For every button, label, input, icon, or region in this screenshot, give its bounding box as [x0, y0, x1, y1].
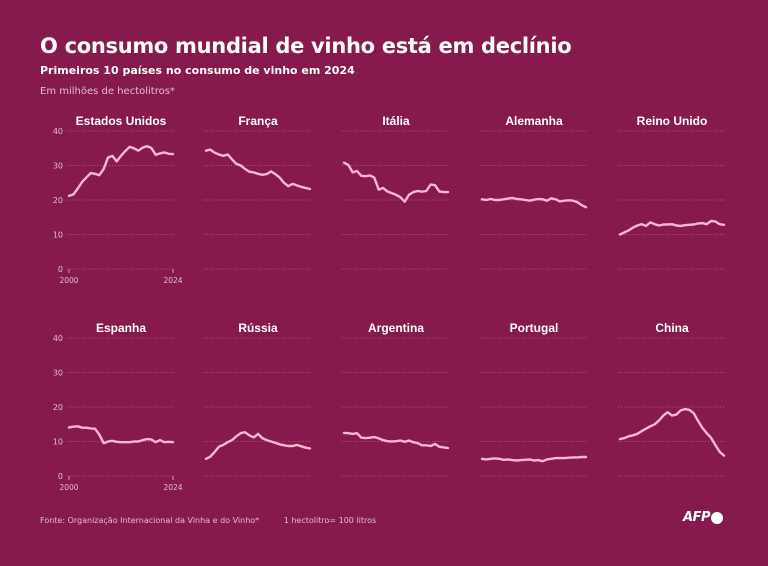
y-tick-label: 20 [53, 403, 63, 412]
y-tick-label: 10 [53, 438, 63, 447]
y-tick-label: 10 [53, 231, 63, 240]
afp-logo-dot [710, 511, 723, 524]
series-line-italia [342, 161, 450, 203]
afp-logo: AFP [683, 510, 723, 525]
afp-logo-text: AFP [683, 510, 710, 525]
series-line-espanha [67, 425, 175, 445]
panel-title-portugal: Portugal [510, 321, 559, 335]
series-line-franca [204, 148, 312, 191]
y-tick-label: 30 [53, 369, 63, 378]
x-tick-label: 2000 [59, 483, 78, 492]
y-tick-label: 40 [53, 127, 63, 136]
series-line-russia [204, 431, 312, 460]
unit-label: Em milhões de hectolitros* [40, 86, 175, 97]
panel-title-espanha: Espanha [96, 321, 146, 335]
unit-note: 1 hectolitro= 100 litros [283, 516, 377, 525]
series-line-estados-unidos [67, 144, 175, 198]
series-line-china [618, 407, 726, 457]
y-tick-label: 20 [53, 196, 63, 205]
x-tick-label: 2024 [163, 276, 182, 285]
panel-title-china: China [655, 321, 689, 335]
series-line-alemanha [480, 196, 588, 209]
panel-title-reino-unido: Reino Unido [637, 114, 708, 128]
chart-title: O consumo mundial de vinho está em declí… [40, 34, 572, 58]
y-tick-label: 30 [53, 162, 63, 171]
panel-title-alemanha: Alemanha [505, 114, 563, 128]
footer: Fonte: Organização Internacional da Vinh… [40, 516, 376, 525]
series-line-reino-unido [618, 219, 726, 236]
x-tick-label: 2024 [163, 483, 182, 492]
panel-title-italia: Itália [382, 114, 410, 128]
series-line-argentina [342, 431, 450, 450]
panel-title-argentina: Argentina [368, 321, 424, 335]
y-tick-label: 0 [58, 472, 63, 481]
series-line-portugal [480, 455, 588, 463]
panel-title-franca: França [238, 114, 278, 128]
x-tick-label: 2000 [59, 276, 78, 285]
panel-title-estados-unidos: Estados Unidos [76, 114, 167, 128]
y-tick-label: 40 [53, 334, 63, 343]
panel-title-russia: Rússia [238, 321, 278, 335]
source-note: Fonte: Organização Internacional da Vinh… [40, 516, 260, 525]
y-tick-label: 0 [58, 265, 63, 274]
chart-subtitle: Primeiros 10 países no consumo de vinho … [40, 64, 355, 77]
